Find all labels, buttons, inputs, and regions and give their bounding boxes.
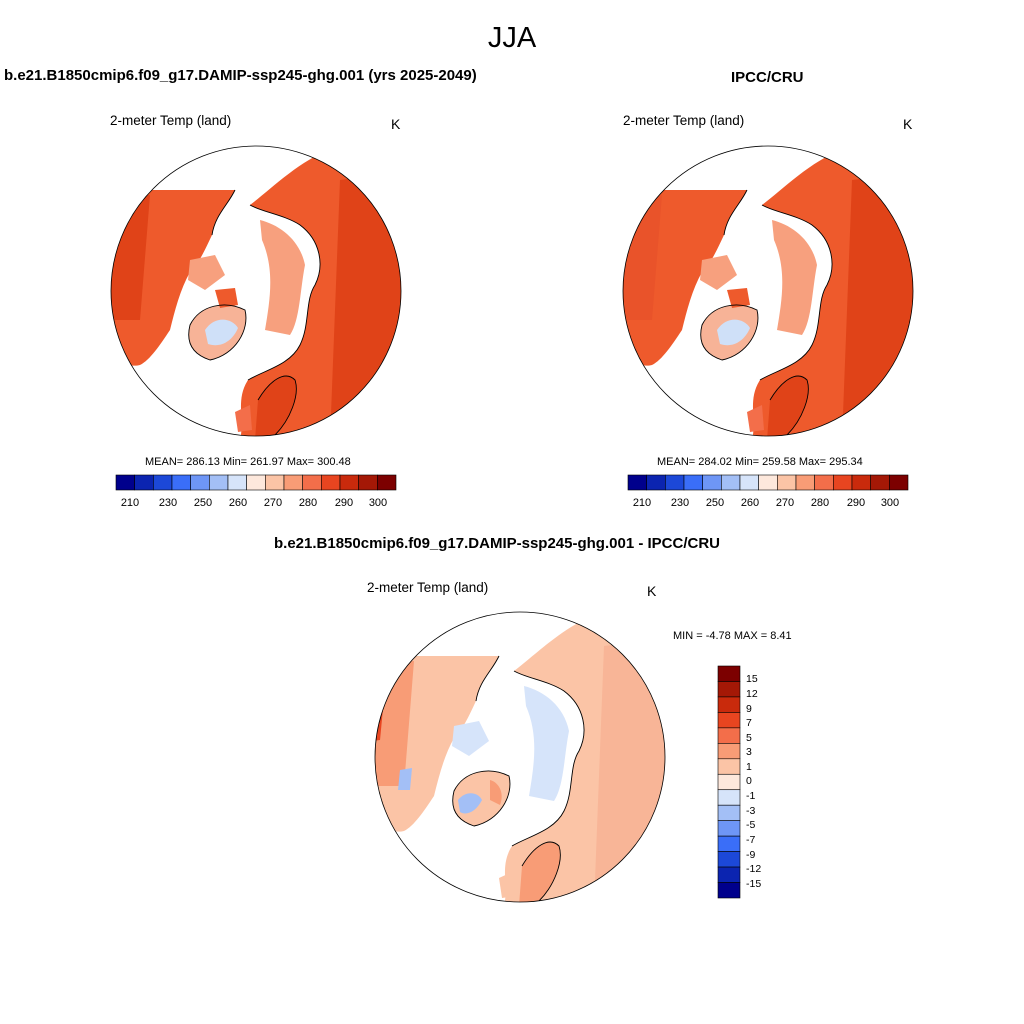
diff-colorbar-label: -12 [746, 863, 762, 875]
diff-colorbar-label: 12 [746, 688, 758, 700]
left-colorbar-cell [209, 474, 229, 491]
right-panel-title: IPCC/CRU [731, 69, 804, 86]
left-colorbar-cell [283, 474, 303, 491]
left-map-land [111, 146, 401, 436]
right-colorbar-cell [795, 474, 815, 491]
right-colorbar [627, 474, 909, 491]
diff-map-border [374, 611, 666, 903]
right-colorbar-cell [683, 474, 703, 491]
right-colorbar-label: 210 [632, 497, 652, 509]
right-variable-label: 2-meter Temp (land) [623, 113, 745, 128]
diff-colorbar-cell [717, 820, 741, 837]
left-colorbar-cell [153, 474, 173, 491]
right-colorbar-cell [870, 474, 890, 491]
right-colorbar-cell [758, 474, 778, 491]
diff-colorbar-label: 7 [746, 717, 752, 729]
left-colorbar-cell [265, 474, 285, 491]
left-panel-title: b.e21.B1850cmip6.f09_g17.DAMIP-ssp245-gh… [4, 67, 477, 84]
diff-colorbar-label: -7 [746, 834, 756, 846]
right-colorbar-cell [851, 474, 871, 491]
diff-map-land [375, 612, 665, 902]
left-colorbar-label: 210 [120, 497, 140, 509]
left-colorbar-cell [190, 474, 210, 491]
diff-colorbar-cell [717, 727, 741, 744]
right-unit-label: K [903, 116, 913, 132]
left-colorbar-cell [377, 474, 397, 491]
left-colorbar-label: 250 [193, 497, 213, 509]
left-colorbar-label: 290 [334, 497, 354, 509]
diff-colorbar-label: -15 [746, 878, 762, 890]
diff-colorbar-label: 15 [746, 673, 758, 685]
diff-colorbar-cell [717, 758, 741, 775]
left-unit-label: K [391, 116, 401, 132]
right-colorbar-label: 270 [775, 497, 795, 509]
left-colorbar-cell [227, 474, 247, 491]
right-colorbar-label: 230 [670, 497, 690, 509]
left-colorbar-cell [339, 474, 359, 491]
diff-stats: MIN = -4.78 MAX = 8.41 [673, 630, 792, 642]
left-colorbar-cell [302, 474, 322, 491]
right-colorbar-label: 260 [740, 497, 760, 509]
right-colorbar-cell [814, 474, 834, 491]
left-colorbar-label: 280 [298, 497, 318, 509]
left-colorbar-label: 230 [158, 497, 178, 509]
diff-colorbar-cell [717, 773, 741, 791]
right-colorbar-cell [739, 474, 759, 491]
left-colorbar-label: 300 [368, 497, 388, 509]
left-variable-label: 2-meter Temp (land) [110, 113, 232, 128]
right-map-land [623, 146, 913, 436]
diff-colorbar [717, 665, 741, 899]
diff-colorbar-label: 5 [746, 732, 752, 744]
diff-colorbar-label: 9 [746, 703, 752, 715]
left-colorbar-cell [246, 474, 266, 491]
right-colorbar-label: 250 [705, 497, 725, 509]
left-colorbar-cell [171, 474, 191, 491]
diff-colorbar-cell [717, 835, 741, 852]
diff-colorbar-cell [717, 851, 741, 868]
right-colorbar-label: 280 [810, 497, 830, 509]
diff-colorbar-cell [717, 681, 741, 698]
left-map-border [110, 145, 402, 437]
diff-colorbar-cell [717, 743, 741, 760]
right-colorbar-cell [721, 474, 741, 491]
left-colorbar-cell [115, 474, 135, 491]
left-colorbar-label: 260 [228, 497, 248, 509]
left-colorbar-cell [358, 474, 378, 491]
left-colorbar [115, 474, 397, 491]
diff-colorbar-cell [717, 712, 741, 729]
diff-colorbar-cell [717, 866, 741, 883]
figure-title: JJA [487, 22, 537, 54]
right-colorbar-label: 290 [846, 497, 866, 509]
right-colorbar-cell [889, 474, 909, 491]
right-colorbar-cell [627, 474, 647, 491]
diff-colorbar-label: 3 [746, 746, 752, 758]
left-stats: MEAN= 286.13 Min= 261.97 Max= 300.48 [145, 456, 351, 468]
diff-colorbar-cell [717, 696, 741, 713]
diff-colorbar-cell [717, 789, 741, 806]
diff-colorbar-label: -5 [746, 819, 756, 831]
diff-variable-label: 2-meter Temp (land) [367, 580, 489, 595]
right-colorbar-cell [646, 474, 666, 491]
diff-colorbar-label: -3 [746, 805, 756, 817]
right-colorbar-cell [833, 474, 853, 491]
left-colorbar-cell [321, 474, 341, 491]
diff-colorbar-label: 1 [746, 761, 752, 773]
diff-unit-label: K [647, 583, 657, 599]
right-colorbar-cell [665, 474, 685, 491]
diff-panel-title: b.e21.B1850cmip6.f09_g17.DAMIP-ssp245-gh… [274, 535, 720, 552]
diff-colorbar-label: -9 [746, 849, 756, 861]
left-colorbar-label: 270 [263, 497, 283, 509]
diff-colorbar-cell [717, 804, 741, 821]
right-colorbar-cell [777, 474, 797, 491]
diff-colorbar-cell [717, 665, 741, 682]
right-colorbar-label: 300 [880, 497, 900, 509]
diff-colorbar-label: 0 [746, 775, 752, 787]
right-colorbar-cell [702, 474, 722, 491]
diff-colorbar-label: -1 [746, 790, 756, 802]
diff-colorbar-cell [717, 882, 741, 899]
right-map-border [622, 145, 914, 437]
right-stats: MEAN= 284.02 Min= 259.58 Max= 295.34 [657, 456, 863, 468]
left-colorbar-cell [134, 474, 154, 491]
